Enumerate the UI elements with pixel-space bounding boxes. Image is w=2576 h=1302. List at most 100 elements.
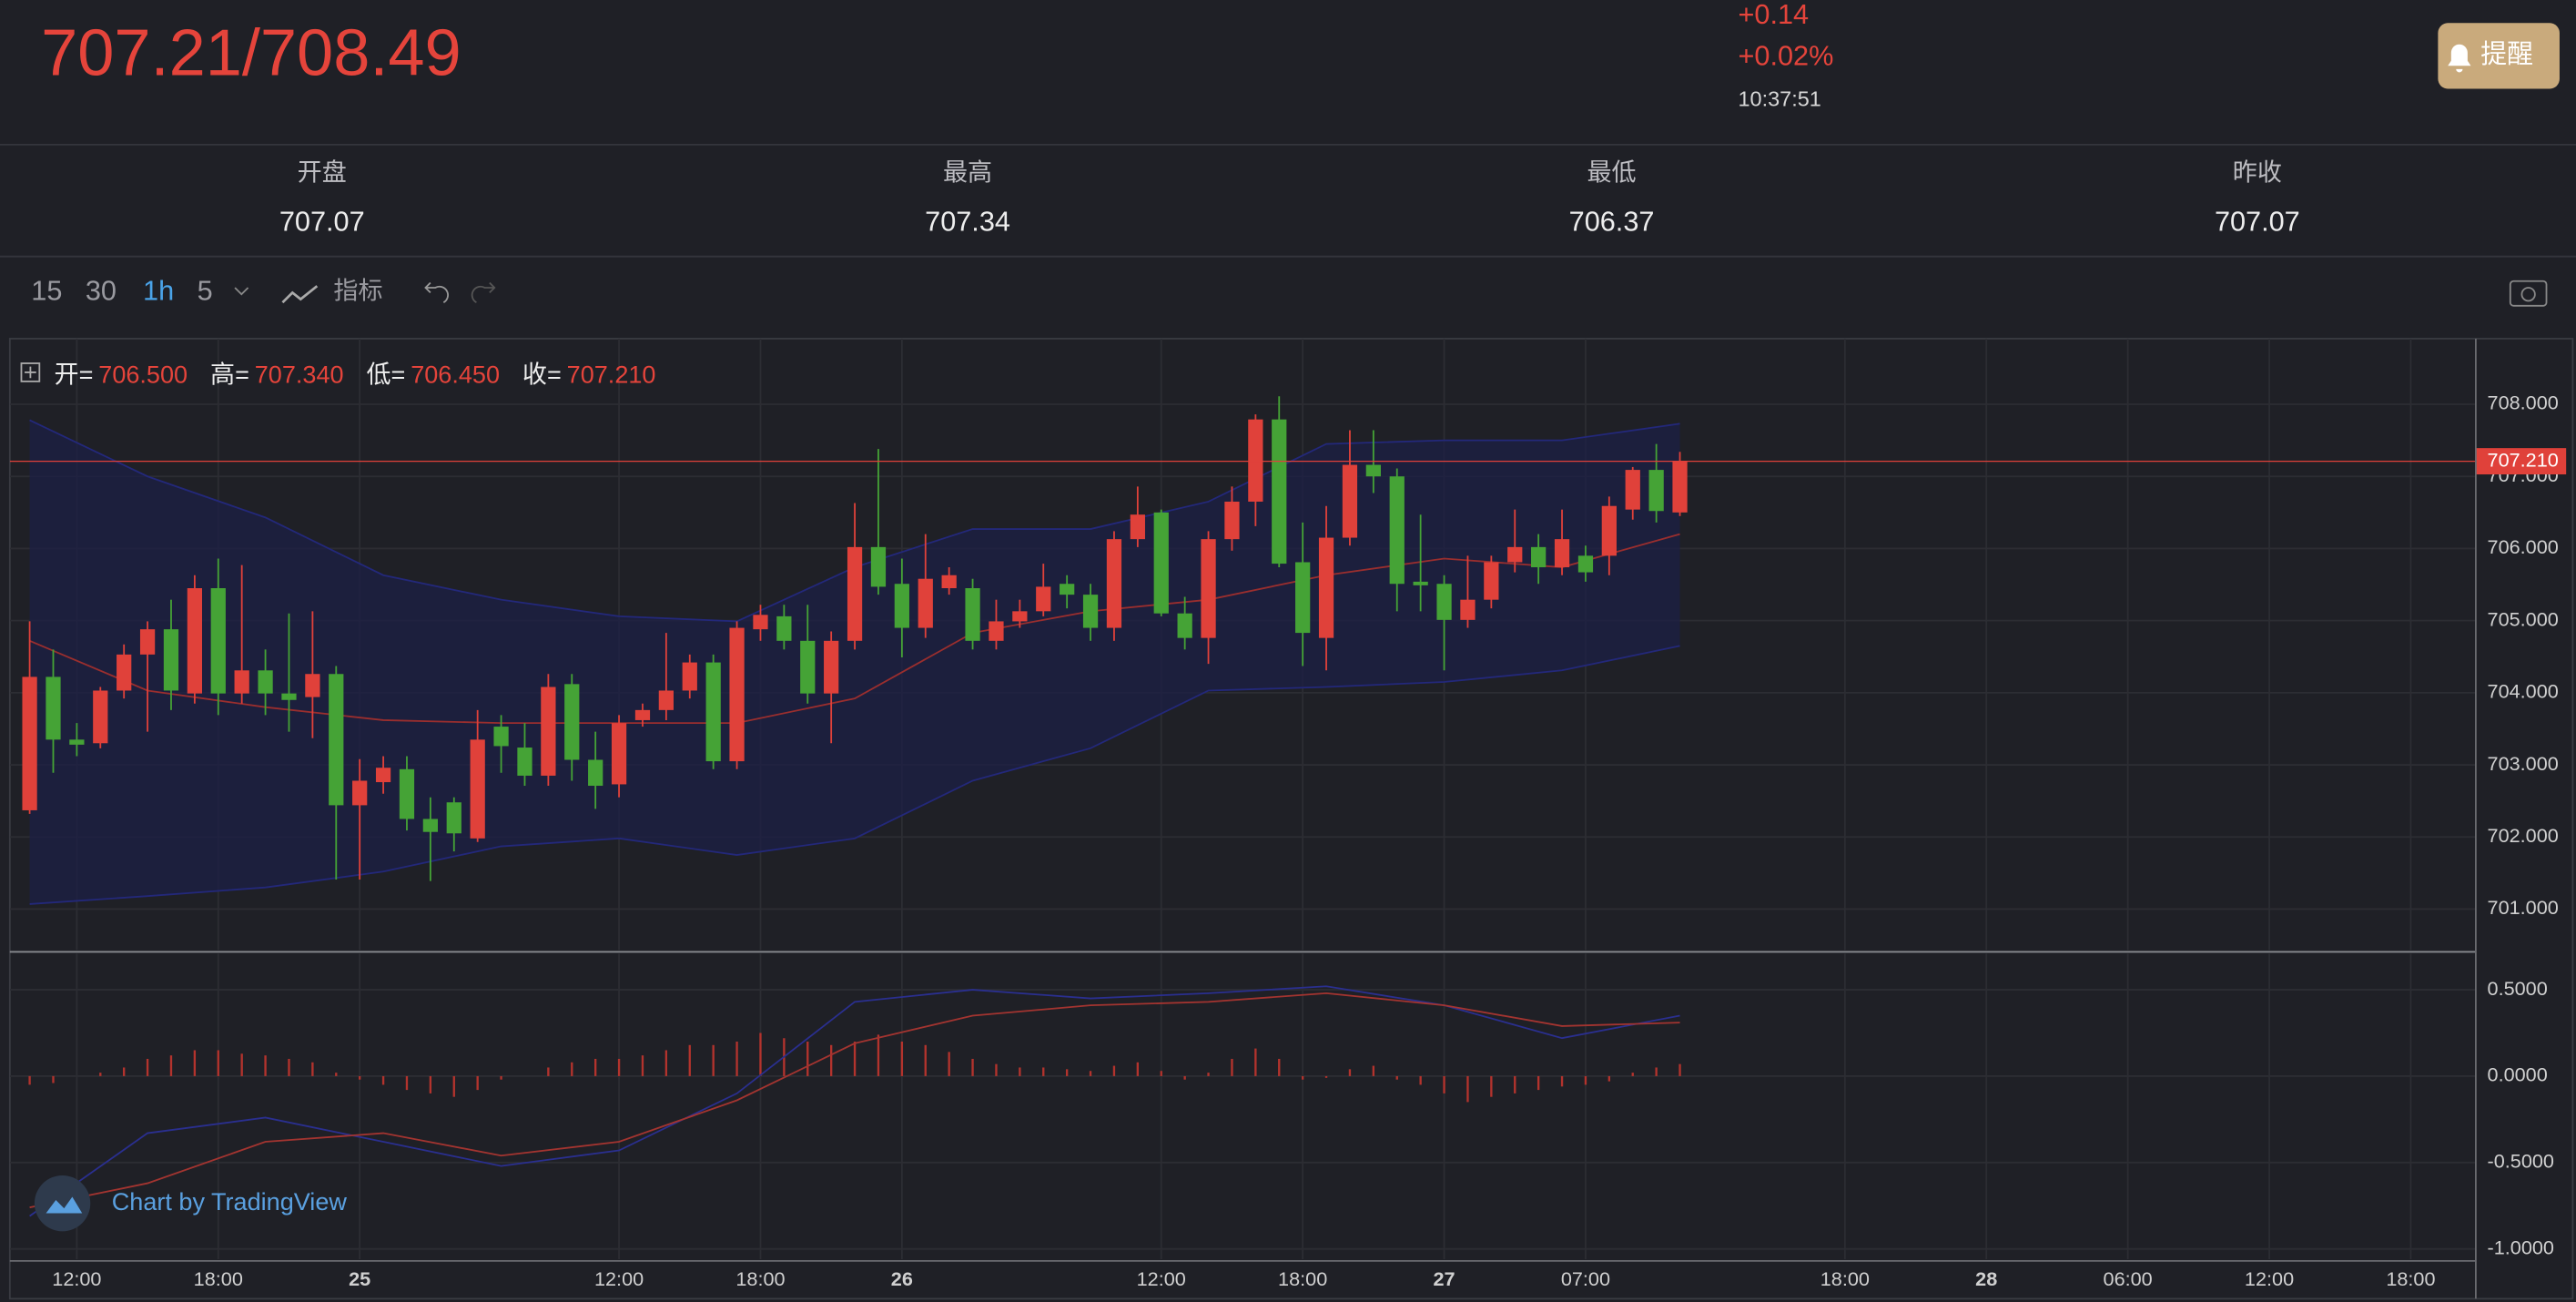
- candle-body: [1248, 419, 1263, 502]
- candle-body: [1295, 562, 1311, 634]
- candle-body: [918, 578, 933, 628]
- dropdown-icon[interactable]: [234, 287, 249, 296]
- candle-body: [1625, 470, 1640, 510]
- candle-body: [1272, 419, 1287, 565]
- candle-body: [470, 739, 485, 839]
- legend-label: 收=: [522, 361, 562, 389]
- y-tick-label: 0.5000: [2488, 977, 2548, 1000]
- y-tick-label: -1.0000: [2488, 1236, 2554, 1258]
- redo-icon[interactable]: [471, 281, 496, 304]
- camera-icon[interactable]: [2509, 280, 2548, 307]
- plot-area: [9, 338, 2476, 951]
- alert-button[interactable]: 提醒: [2438, 23, 2560, 89]
- y-tick-label: 0.0000: [2488, 1063, 2548, 1086]
- y-tick-label: 701.000: [2488, 896, 2559, 919]
- x-tick-label: 06:00: [2104, 1267, 2153, 1290]
- legend-toggle[interactable]: [20, 362, 41, 382]
- x-tick-label: 18:00: [735, 1267, 785, 1290]
- watermark-logo: [34, 1175, 91, 1232]
- x-tick-label: 26: [891, 1267, 913, 1290]
- candle-body: [1460, 599, 1476, 620]
- candle-body: [1484, 562, 1499, 600]
- stat-value: 707.07: [279, 206, 365, 238]
- candle-body: [588, 759, 603, 787]
- candle-body: [517, 748, 532, 776]
- legend-toggle-icon: [25, 366, 36, 379]
- watermark: Chart by TradingView: [34, 1175, 348, 1232]
- band-lower: [29, 645, 1680, 905]
- legend-value: 706.500: [98, 361, 188, 389]
- last-price-box: [2475, 448, 2567, 475]
- stat-value: 707.07: [2215, 206, 2300, 238]
- bell-icon: [2448, 44, 2471, 73]
- candle-body: [22, 676, 37, 810]
- candle-body: [117, 654, 132, 691]
- candle-body: [1577, 555, 1594, 573]
- candle-body: [1153, 512, 1169, 614]
- candle-body: [729, 627, 745, 762]
- ohlc-legend: 开= 706.500 高= 707.340 低= 706.450 收= 707.210: [20, 361, 656, 389]
- alert-label[interactable]: 提醒: [2480, 40, 2533, 69]
- price: 707.21/708.49: [41, 16, 461, 89]
- candle-body: [375, 768, 391, 783]
- stat-value: 707.34: [925, 206, 1010, 238]
- candle-body: [281, 693, 297, 700]
- candle-body: [800, 640, 816, 694]
- candle-body: [682, 662, 697, 691]
- x-tick-label: 12:00: [594, 1267, 644, 1290]
- stat-label: 昨收: [2233, 158, 2282, 187]
- stat-label: 最低: [1587, 158, 1636, 187]
- candle-body: [776, 615, 792, 641]
- time: 10:37:51: [1739, 86, 1821, 110]
- x-tick-label: 27: [1434, 1267, 1455, 1290]
- interval-button[interactable]: 1h: [143, 274, 174, 306]
- watermark-text: Chart by TradingView: [112, 1187, 348, 1216]
- candle-body: [1531, 546, 1547, 568]
- stat-label: 最高: [943, 158, 992, 187]
- candle-body: [1601, 505, 1617, 556]
- candle-body: [163, 629, 179, 691]
- candle-body: [1672, 461, 1688, 513]
- interval-button[interactable]: 5: [198, 274, 213, 306]
- candle-body: [305, 674, 320, 697]
- x-tick-label: 12:00: [2245, 1267, 2294, 1290]
- candle-body: [1342, 464, 1358, 538]
- candle-body: [1413, 581, 1428, 585]
- legend-label: 高=: [210, 361, 249, 389]
- x-tick-label: 28: [1975, 1267, 1997, 1290]
- candle-body: [1365, 464, 1381, 477]
- candle-body: [1060, 584, 1075, 595]
- candle-body: [1318, 537, 1334, 638]
- x-tick-label: 18:00: [1278, 1267, 1327, 1290]
- candle-body: [564, 684, 580, 760]
- plot-area: [9, 953, 2476, 1260]
- candle-body: [989, 621, 1004, 641]
- main-pane: 701.000 702.000 703.000 704.000 705.000 706.0…: [9, 338, 2567, 951]
- x-tick-label: 18:00: [1820, 1267, 1870, 1290]
- legend-value: 707.210: [567, 361, 656, 389]
- candle-body: [1389, 476, 1405, 585]
- undo-icon[interactable]: [424, 281, 449, 304]
- candle-body: [399, 768, 415, 819]
- indicator-button[interactable]: 指标: [333, 277, 382, 305]
- band-fill: [29, 420, 1680, 904]
- candle-body: [634, 709, 651, 720]
- candle-body: [965, 587, 980, 641]
- candle-body: [1012, 611, 1028, 622]
- interval-button[interactable]: 15: [31, 274, 62, 306]
- x-tick-label: 25: [349, 1267, 370, 1290]
- legend-value: 707.340: [255, 361, 344, 389]
- camera-lens: [2520, 287, 2536, 302]
- candle-body: [1201, 539, 1216, 638]
- y-tick-label: 704.000: [2488, 680, 2559, 703]
- candle-body: [1082, 595, 1099, 628]
- indicator-icon[interactable]: [281, 285, 319, 304]
- interval-button[interactable]: 30: [86, 274, 117, 306]
- candle-body: [1436, 584, 1452, 620]
- band-middle: [29, 533, 1680, 725]
- stat-value: 706.37: [1569, 206, 1655, 238]
- y-tick-label: 702.000: [2488, 824, 2559, 847]
- alert-button-bg[interactable]: [2438, 23, 2560, 89]
